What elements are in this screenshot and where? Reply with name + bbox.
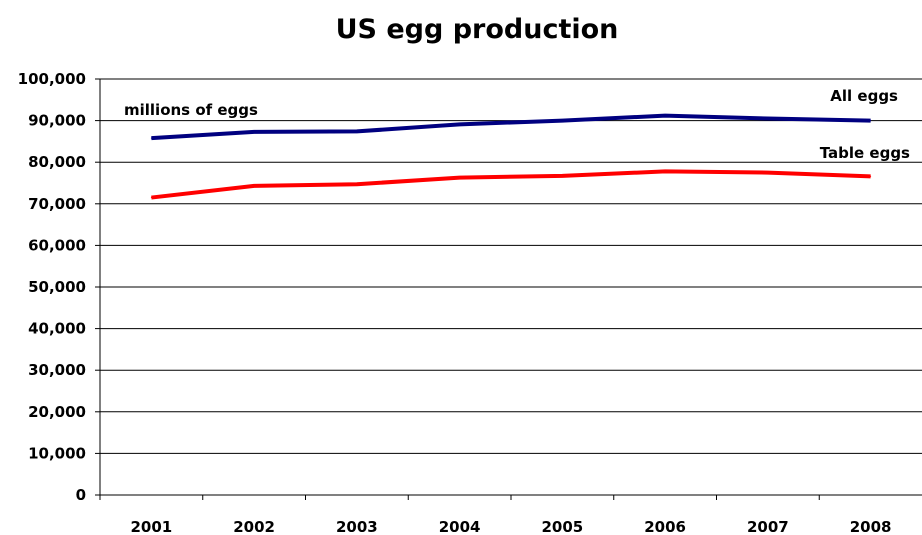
data-point [459, 123, 461, 125]
y-axis-ticks: 0 10,000 20,000 30,000 40,000 50,000 60,000 70,… [18, 70, 100, 504]
y-tick-label: 60,000 [28, 236, 86, 254]
y-tick-label: 0 [76, 486, 86, 504]
data-point [561, 175, 563, 177]
x-tick-label: 2007 [747, 518, 789, 535]
x-tick-label: 2003 [336, 518, 378, 535]
data-point [870, 175, 872, 177]
data-point [664, 170, 666, 172]
series-line-1 [151, 169, 871, 200]
y-tick-label: 70,000 [28, 195, 86, 213]
series-line-0 [151, 113, 871, 141]
data-point [870, 120, 872, 122]
data-point [253, 185, 255, 187]
y-tick-label: 20,000 [28, 403, 86, 421]
y-tick-label: 90,000 [28, 112, 86, 130]
data-point [253, 131, 255, 133]
data-point [356, 130, 358, 132]
unit-note: millions of eggs [124, 101, 258, 119]
data-point [150, 137, 152, 139]
x-tick-label: 2001 [131, 518, 173, 535]
x-tick-label: 2002 [233, 518, 275, 535]
series-lines [150, 113, 872, 200]
data-point [150, 197, 152, 199]
series-label-table-eggs: Table eggs [820, 144, 910, 162]
data-point [356, 183, 358, 185]
data-point [767, 118, 769, 120]
y-tick-label: 10,000 [28, 444, 86, 462]
data-point [459, 177, 461, 179]
data-point [664, 115, 666, 117]
y-tick-label: 30,000 [28, 361, 86, 379]
series-label-all-eggs: All eggs [830, 87, 898, 105]
y-tick-label: 80,000 [28, 153, 86, 171]
x-tick-label: 2005 [542, 518, 584, 535]
chart-title: US egg production [336, 14, 619, 45]
y-tick-label: 40,000 [28, 320, 86, 338]
x-axis-ticks: 2001 2002 2003 2004 2005 2006 2007 2008 [99, 495, 892, 535]
data-point [767, 172, 769, 174]
data-point [561, 120, 563, 122]
y-tick-label: 50,000 [28, 278, 86, 296]
x-tick-label: 2006 [644, 518, 686, 535]
x-tick-label: 2008 [850, 518, 892, 535]
x-tick-label: 2004 [439, 518, 481, 535]
y-tick-label: 100,000 [18, 70, 86, 88]
